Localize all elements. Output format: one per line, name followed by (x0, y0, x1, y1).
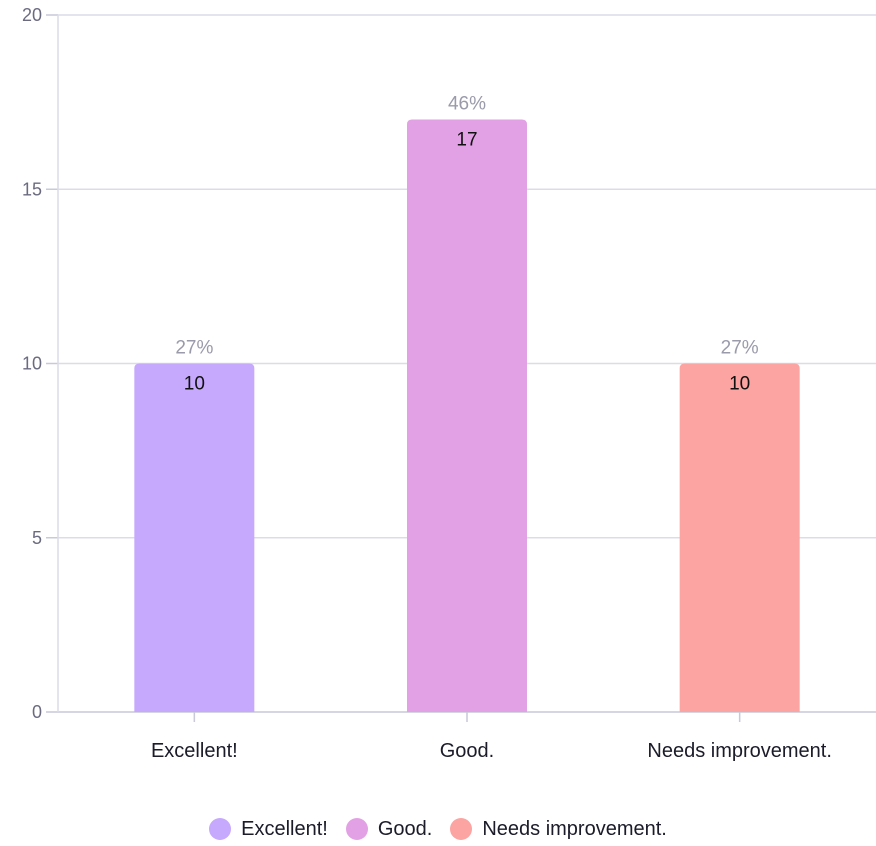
value-label: 17 (456, 130, 477, 151)
y-tick-label: 0 (32, 702, 42, 722)
legend-item-excellent[interactable]: Excellent! (209, 818, 328, 841)
legend-swatch-excellent (209, 818, 232, 840)
legend-label-good: Good. (377, 817, 433, 840)
y-tick-label: 10 (22, 354, 42, 374)
value-label: 10 (184, 374, 205, 395)
bar-1 (407, 119, 527, 713)
percent-label: 46% (448, 94, 486, 115)
value-label: 10 (729, 374, 750, 395)
chart-legend: Excellent! Good. Needs improvement. (0, 812, 876, 846)
bar-2 (679, 363, 800, 712)
x-tick-label: Excellent! (151, 740, 238, 762)
x-tick-label: Needs improvement. (647, 740, 832, 762)
percent-label: 27% (721, 338, 759, 359)
y-tick-label: 5 (32, 528, 42, 548)
bar-0 (134, 363, 255, 712)
legend-item-good[interactable]: Good. (345, 817, 433, 841)
y-tick-label: 15 (22, 179, 42, 199)
legend-label-needs-improvement: Needs improvement. (482, 817, 667, 840)
x-tick-label: Good. (440, 740, 494, 762)
legend-swatch-needs-improvement (450, 818, 473, 840)
bar-chart: 0 5 10 15 20 27% 10 Excellent! 46% 17 Good. 27% 10 Ne… (22, 5, 876, 762)
legend-swatch-good (345, 818, 368, 840)
percent-label: 27% (175, 338, 213, 359)
legend-label-excellent: Excellent! (241, 817, 328, 840)
legend-item-needs-improvement[interactable]: Needs improvement. (450, 818, 667, 841)
y-tick-label: 20 (22, 5, 42, 25)
